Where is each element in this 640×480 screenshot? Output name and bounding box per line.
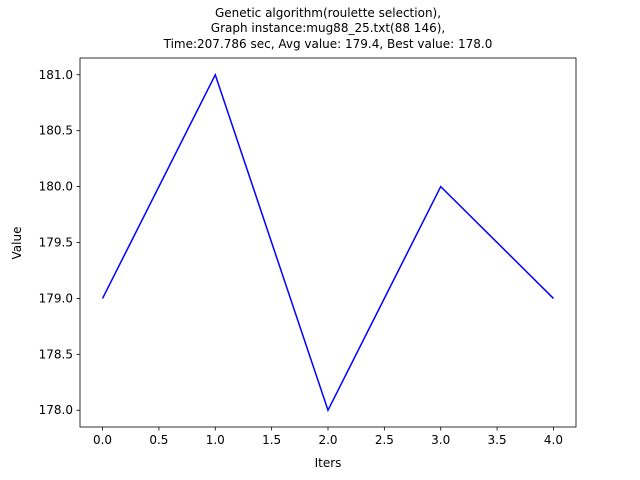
x-tick-label: 1.5 bbox=[262, 433, 281, 447]
series-line-0 bbox=[101, 72, 554, 413]
y-tick-label: 179.5 bbox=[39, 236, 73, 250]
x-tick-label: 0.5 bbox=[149, 433, 168, 447]
x-axis-label: Iters bbox=[315, 456, 342, 470]
chart-title-line-3: Time:207.786 sec, Avg value: 179.4, Best… bbox=[163, 37, 493, 51]
plot-area: 0.0 0.5 1.0 1.5 2.0 2.5 3.0 3.5 4.0 178.0 178.5 179… bbox=[39, 57, 577, 447]
y-tick-label: 179.0 bbox=[39, 291, 73, 305]
y-tick-label: 181.0 bbox=[39, 68, 73, 82]
chart-title-line-2: Graph instance:mug88_25.txt(88 146), bbox=[211, 21, 445, 35]
x-tick-label: 3.0 bbox=[431, 433, 450, 447]
y-tick-label: 180.0 bbox=[39, 180, 73, 194]
y-tick-label: 180.5 bbox=[39, 124, 73, 138]
y-axis-label: Value bbox=[10, 227, 24, 260]
y-tick-label: 178.0 bbox=[39, 403, 73, 417]
x-tick-label: 2.0 bbox=[318, 433, 337, 447]
chart-title-line-1: Genetic algorithm(roulette selection), bbox=[215, 6, 441, 20]
x-tick-label: 4.0 bbox=[544, 433, 563, 447]
x-tick-label: 2.5 bbox=[375, 433, 394, 447]
y-tick-label: 178.5 bbox=[39, 347, 73, 361]
x-tick-label: 0.0 bbox=[93, 433, 112, 447]
x-tick-label: 1.0 bbox=[206, 433, 225, 447]
x-tick-label: 3.5 bbox=[488, 433, 507, 447]
